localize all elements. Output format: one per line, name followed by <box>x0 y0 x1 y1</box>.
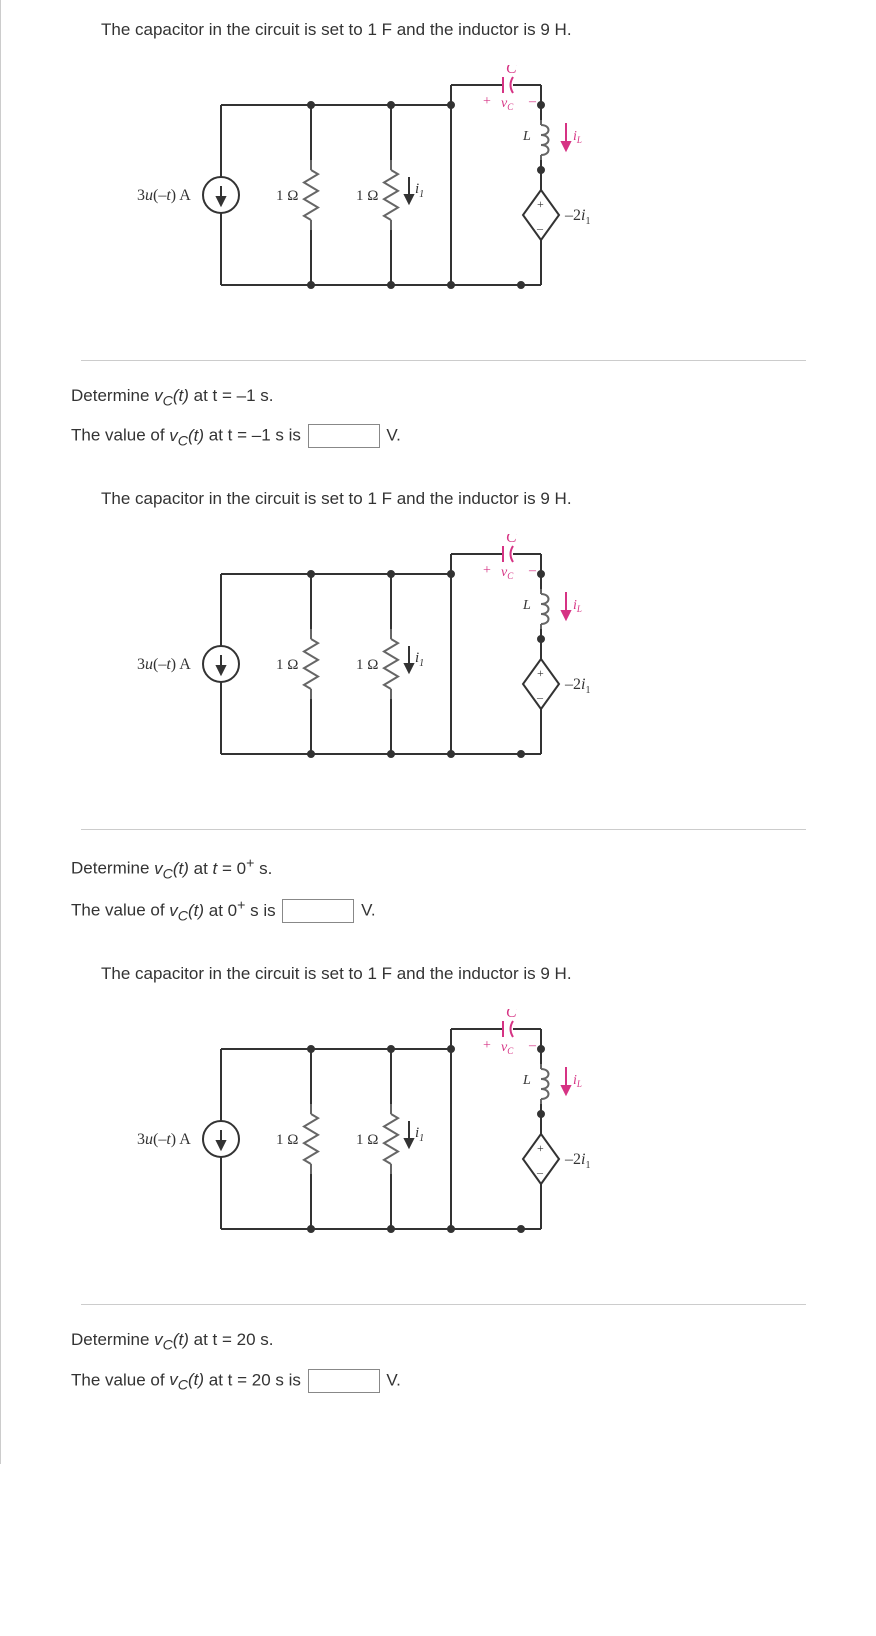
question-1: Determine vC(t) at t = –1 s. <box>71 386 806 409</box>
svg-text:1 Ω: 1 Ω <box>356 188 378 204</box>
svg-text:3u(–t) A: 3u(–t) A <box>137 1131 191 1148</box>
q2-at: at t = 0+ s. <box>189 859 272 878</box>
svg-text:L: L <box>522 129 531 144</box>
question-2: Determine vC(t) at t = 0+ s. <box>71 855 806 882</box>
svg-text:3u(–t) A: 3u(–t) A <box>137 187 191 204</box>
svg-text:C: C <box>506 534 517 546</box>
svg-text:iL: iL <box>573 129 582 145</box>
circuit-wrapper-2: 3u(–t) A1 Ω1 Ωi1C+vC–LiL+––2i1 <box>81 534 806 830</box>
svg-text:vC: vC <box>501 96 514 112</box>
answer-3: The value of vC(t) at t = 20 s is V. <box>71 1369 806 1394</box>
svg-text:i1: i1 <box>415 181 424 200</box>
svg-text:–2i1: –2i1 <box>564 207 590 227</box>
svg-text:i1: i1 <box>415 1125 424 1144</box>
answer-input-1[interactable] <box>308 424 380 448</box>
svg-text:1 Ω: 1 Ω <box>356 1132 378 1148</box>
svg-text:3u(–t) A: 3u(–t) A <box>137 656 191 673</box>
svg-text:vC: vC <box>501 1040 514 1056</box>
svg-text:+: + <box>483 563 491 578</box>
intro-text-2: The capacitor in the circuit is set to 1… <box>101 489 806 509</box>
answer-input-3[interactable] <box>308 1369 380 1393</box>
svg-text:–: – <box>536 221 544 235</box>
svg-text:iL: iL <box>573 1073 582 1089</box>
intro-text-3: The capacitor in the circuit is set to 1… <box>101 964 806 984</box>
intro-text-1: The capacitor in the circuit is set to 1… <box>101 20 806 40</box>
svg-text:C: C <box>506 1009 517 1021</box>
question-3: Determine vC(t) at t = 20 s. <box>71 1330 806 1353</box>
svg-text:L: L <box>522 1073 531 1088</box>
svg-text:–: – <box>528 94 537 109</box>
svg-text:–: – <box>536 690 544 704</box>
circuit-wrapper-1: 3u(–t) A1 Ω1 Ωi1C+vC–LiL+––2i1 <box>81 65 806 361</box>
circuit-diagram-3: 3u(–t) A1 Ω1 Ωi1C+vC–LiL+––2i1 <box>121 1009 621 1259</box>
svg-text:1 Ω: 1 Ω <box>356 657 378 673</box>
answer-2: The value of vC(t) at 0+ s is V. <box>71 897 806 924</box>
svg-text:–: – <box>528 563 537 578</box>
svg-text:iL: iL <box>573 598 582 614</box>
svg-text:1 Ω: 1 Ω <box>276 188 298 204</box>
problem-1: The capacitor in the circuit is set to 1… <box>71 20 806 449</box>
svg-text:L: L <box>522 598 531 613</box>
svg-text:1 Ω: 1 Ω <box>276 1132 298 1148</box>
svg-text:+: + <box>537 666 544 680</box>
svg-text:+: + <box>483 94 491 109</box>
problem-2: The capacitor in the circuit is set to 1… <box>71 489 806 924</box>
svg-text:+: + <box>537 1141 544 1155</box>
circuit-wrapper-3: 3u(–t) A1 Ω1 Ωi1C+vC–LiL+––2i1 <box>81 1009 806 1305</box>
answer-1: The value of vC(t) at t = –1 s is V. <box>71 424 806 449</box>
svg-text:–: – <box>536 1165 544 1179</box>
svg-text:vC: vC <box>501 565 514 581</box>
svg-text:+: + <box>483 1038 491 1053</box>
problem-3: The capacitor in the circuit is set to 1… <box>71 964 806 1393</box>
svg-text:–2i1: –2i1 <box>564 676 590 696</box>
page-container: The capacitor in the circuit is set to 1… <box>0 0 876 1464</box>
circuit-diagram-2: 3u(–t) A1 Ω1 Ωi1C+vC–LiL+––2i1 <box>121 534 621 784</box>
svg-text:1 Ω: 1 Ω <box>276 657 298 673</box>
svg-text:C: C <box>506 65 517 77</box>
svg-text:i1: i1 <box>415 650 424 669</box>
svg-text:–: – <box>528 1038 537 1053</box>
answer-input-2[interactable] <box>282 899 354 923</box>
circuit-diagram-1: 3u(–t) A1 Ω1 Ωi1C+vC–LiL+––2i1 <box>121 65 621 315</box>
svg-text:–2i1: –2i1 <box>564 1151 590 1171</box>
a2-at: at 0+ s is <box>204 901 280 920</box>
svg-text:+: + <box>537 197 544 211</box>
